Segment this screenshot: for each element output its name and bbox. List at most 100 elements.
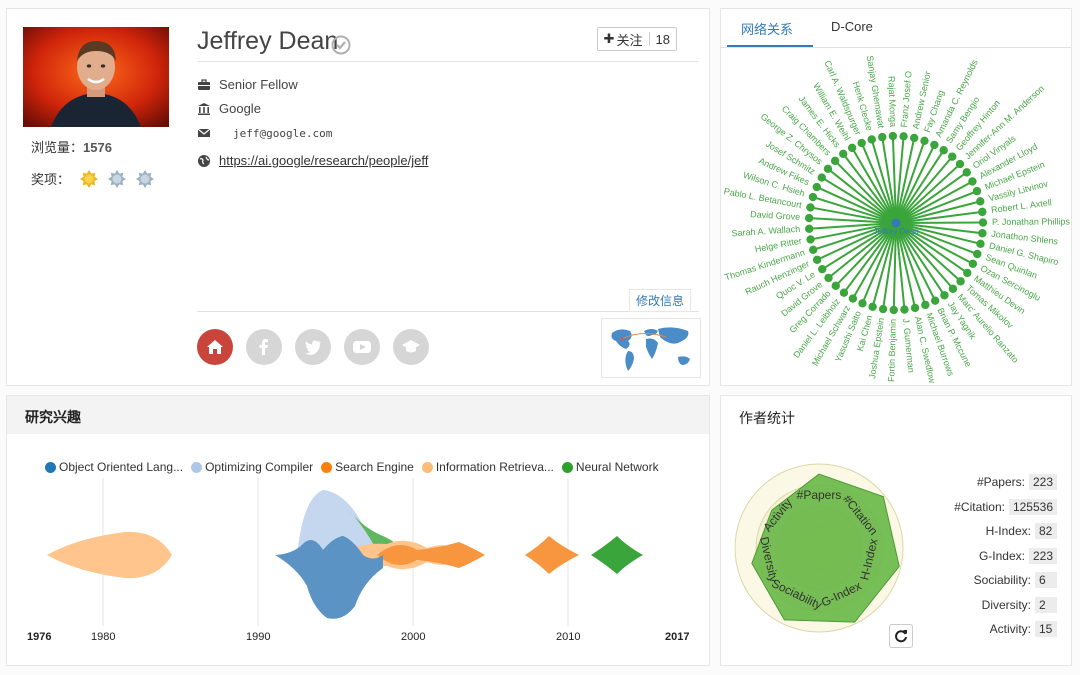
stream-search-engine-late[interactable] [525,536,579,574]
tab-network[interactable]: 网络关系 [741,22,794,37]
coauthor-node[interactable] [963,268,972,278]
gold-award-icon[interactable] [80,169,99,188]
tab-dcore[interactable]: D-Core [831,19,873,34]
silver-award-icon[interactable] [136,169,155,188]
coauthor-node[interactable] [867,135,876,144]
coauthor-label[interactable]: Rajat Monga [886,76,898,127]
stream-neural-network-late[interactable] [591,536,643,574]
legend-item[interactable]: Information Retrieva... [421,460,554,474]
coauthor-node[interactable] [948,284,958,293]
facebook-button[interactable] [246,329,282,365]
coauthor-node[interactable] [955,159,965,169]
coauthor-node[interactable] [889,305,898,315]
coauthor-edge [827,168,897,224]
coauthor-node[interactable] [920,136,929,145]
coauthor-label[interactable]: P. Jonathan Phillips [992,216,1070,226]
coauthor-node[interactable] [808,192,818,202]
coauthor-node[interactable] [978,229,987,238]
legend-label: Neural Network [575,460,659,474]
coauthor-node[interactable] [910,303,920,313]
edit-info-button[interactable]: 修改信息 [628,289,691,312]
coauthor-node[interactable] [962,168,971,177]
coauthor-node[interactable] [939,146,948,155]
legend-item[interactable]: Optimizing Compiler [191,460,313,474]
coauthor-node[interactable] [972,186,982,196]
coauthor-node[interactable] [909,133,919,143]
legend-item[interactable]: Search Engine [321,460,414,474]
stream-information-retrieval-early[interactable] [47,531,172,579]
coauthor-node[interactable] [806,203,815,212]
coauthor-node[interactable] [978,218,988,227]
radar-axis-label: #Papers [797,488,842,502]
coauthor-node[interactable] [830,156,840,166]
coauthor-node[interactable] [888,131,898,141]
coauthor-node[interactable] [858,299,867,308]
coauthor-label[interactable]: J. Gumerman [901,318,916,373]
coauthor-node[interactable] [812,255,822,264]
coauthor-node[interactable] [818,264,827,274]
coauthor-node[interactable] [806,235,815,244]
coauthor-edge [895,136,905,224]
coauthor-node[interactable] [956,277,965,286]
coauthor-node[interactable] [839,288,849,297]
coauthor-node[interactable] [878,304,888,314]
legend-item[interactable]: Object Oriented Lang... [45,460,183,474]
coauthor-node[interactable] [817,173,826,182]
follow-button[interactable]: ✚ 关注 18 [596,27,677,51]
coauthor-node[interactable] [978,207,987,217]
stat-value: 6 [1035,572,1057,589]
radar-polygon[interactable] [751,473,900,623]
coauthor-node[interactable] [804,224,814,234]
coauthor-edge [895,222,981,245]
coauthor-node[interactable] [930,296,940,305]
scholar-button[interactable] [393,329,429,365]
coauthor-node[interactable] [809,245,818,254]
coauthor-node[interactable] [878,132,887,142]
world-map-thumbnail[interactable] [601,318,701,378]
coauthor-node[interactable] [857,138,866,148]
legend-label: Optimizing Compiler [205,460,314,474]
avatar [23,27,169,127]
coauthor-label[interactable]: Franz Josef O [899,71,914,128]
stream-optimizing-compiler[interactable] [297,490,379,555]
coauthor-node[interactable] [973,249,982,259]
coauthor-label[interactable]: Sarah A. Wallach [731,224,800,239]
coauthor-node[interactable] [948,152,957,161]
coauthor-node[interactable] [940,291,949,300]
coauthor-edge [891,136,897,224]
twitter-button[interactable] [295,329,331,365]
coauthor-node[interactable] [968,177,977,186]
center-author-node[interactable] [891,218,901,228]
silver-award-icon[interactable] [108,169,127,188]
coauthor-node[interactable] [831,281,840,290]
coauthor-node[interactable] [847,143,857,153]
legend-dot [321,461,333,473]
refresh-button[interactable] [889,624,913,648]
coauthor-node[interactable] [848,294,858,303]
youtube-button[interactable] [344,329,380,365]
coauthor-node[interactable] [921,300,930,310]
coauthor-node[interactable] [976,197,985,206]
homepage-social-button[interactable] [197,329,233,365]
stream-object-oriented-top[interactable] [275,536,363,555]
homepage-link[interactable]: https://ai.google/research/people/jeff [219,153,429,168]
stats-radar-chart[interactable]: #Papers#CitationH-IndexG-IndexSociabilit… [729,458,909,638]
coauthor-node[interactable] [839,149,848,159]
coauthor-node[interactable] [976,239,985,248]
coauthor-node[interactable] [824,273,833,283]
coauthor-node[interactable] [899,132,908,141]
coauthor-node[interactable] [868,302,877,311]
interests-streamgraph[interactable]: 1976 1980 1990 2000 2010 2017 [7,478,709,658]
coauthor-node[interactable] [930,140,939,150]
coauthor-node[interactable] [900,305,909,314]
legend-item[interactable]: Neural Network [561,460,659,474]
coauthor-label[interactable]: David Grove [750,209,801,222]
coauthor-node[interactable] [812,182,821,192]
coauthor-label[interactable]: Fortin Benjamin [886,319,898,382]
coauthor-node[interactable] [968,259,978,268]
stream-search-engine-mid[interactable] [377,542,485,568]
coauthor-node[interactable] [804,213,814,223]
coauthor-node[interactable] [823,164,833,174]
stream-object-oriented[interactable] [275,536,383,619]
